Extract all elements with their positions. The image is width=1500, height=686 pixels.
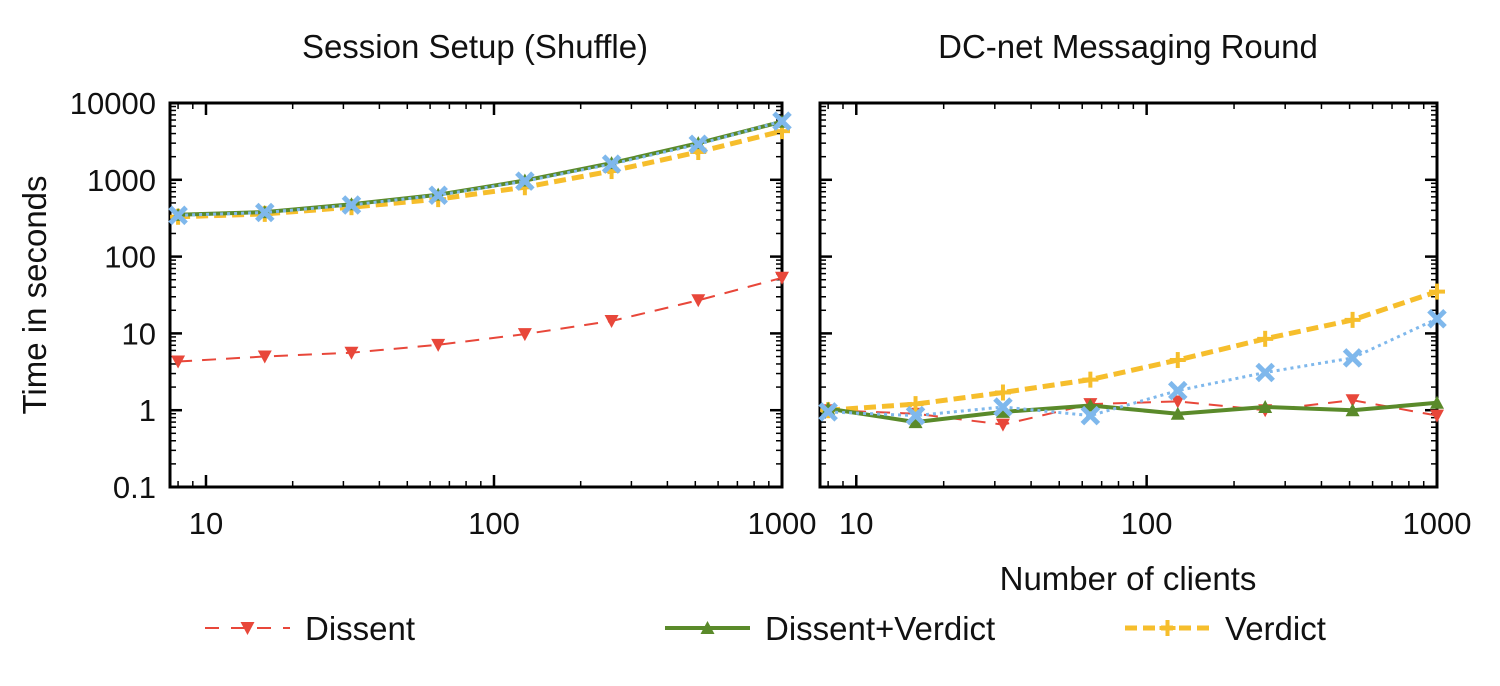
data-point-dissent-left xyxy=(431,338,446,352)
data-point-dissent-left xyxy=(517,328,532,342)
series-dissent-verdict-right xyxy=(821,395,1444,429)
data-point-hidden-left xyxy=(772,111,792,131)
series-line-dissent-verdict-right xyxy=(827,400,1438,425)
data-point-verdict-right xyxy=(1344,311,1361,328)
y-tick-label: 10 xyxy=(122,316,156,351)
x-tick-label-right: 10 xyxy=(839,506,873,541)
data-point-hidden-left xyxy=(168,205,188,226)
data-point-dissent-verdict-right xyxy=(995,404,1010,418)
y-tick-label: 10000 xyxy=(70,86,156,121)
legend-label-dissent-verdict: Dissent+Verdict xyxy=(765,610,995,647)
data-point-hidden-left xyxy=(341,195,362,215)
x-tick-label-left: 10 xyxy=(189,506,223,541)
data-point-hidden-right xyxy=(1080,405,1101,426)
series-line-hidden-left xyxy=(178,119,783,217)
data-point-verdict-right xyxy=(994,384,1011,401)
data-point-verdict-right xyxy=(1429,283,1445,300)
legend-label-dissent: Dissent xyxy=(305,610,415,647)
data-point-hidden-left xyxy=(428,185,448,205)
data-point-dissent-left xyxy=(775,271,789,285)
x-axis-label: Number of clients xyxy=(1000,560,1257,597)
data-point-hidden-right xyxy=(1168,380,1188,401)
x-tick-label-right: 100 xyxy=(1121,506,1173,541)
data-point-hidden-right xyxy=(818,402,838,422)
legend-marker-dissent-verdict xyxy=(700,621,715,634)
data-point-dissent-verdict-right xyxy=(1170,406,1185,420)
data-point-dissent-right xyxy=(995,418,1010,432)
legend-item-dissent-verdict: Dissent+Verdict xyxy=(665,610,995,647)
legend-item-verdict: Verdict xyxy=(1125,610,1326,647)
series-line-dissent-right xyxy=(828,399,1438,426)
data-point-dissent-verdict-right xyxy=(1258,400,1273,414)
legend-marker-dissent xyxy=(240,622,255,635)
data-point-dissent-verdict-right xyxy=(1345,403,1360,417)
data-point-dissent-right xyxy=(1170,395,1185,409)
y-axis-label: Time in seconds xyxy=(16,175,53,414)
data-point-dissent-left xyxy=(691,294,706,308)
plot-frames xyxy=(168,101,1439,489)
data-point-hidden-left xyxy=(255,202,275,223)
data-point-verdict-right xyxy=(1257,330,1274,347)
data-point-hidden-right xyxy=(905,405,926,426)
data-point-verdict-right xyxy=(1169,352,1186,369)
axis-ticks xyxy=(170,101,1439,489)
data-point-dissent-verdict-right xyxy=(1430,395,1444,409)
series-line-hidden-right xyxy=(828,317,1438,418)
x-tick-label-right: 1000 xyxy=(1403,506,1472,541)
data-point-dissent-right xyxy=(1430,409,1444,423)
x-tick-label-left: 1000 xyxy=(748,506,817,541)
chart-title-right: DC-net Messaging Round xyxy=(938,28,1318,65)
y-tick-label: 1 xyxy=(139,393,156,428)
plot-frame-right xyxy=(818,101,1439,489)
plot-frame-left xyxy=(168,101,784,489)
x-tick-label-left: 100 xyxy=(468,506,520,541)
y-tick-label: 0.1 xyxy=(113,470,156,505)
y-tick-label: 100 xyxy=(104,240,156,275)
legend-item-dissent: Dissent xyxy=(205,610,415,647)
legend-marker-shape xyxy=(1159,620,1176,636)
series-dissent-left xyxy=(171,271,789,369)
chart-title-left: Session Setup (Shuffle) xyxy=(302,28,648,65)
data-point-hidden-right xyxy=(1427,309,1447,329)
data-point-hidden-right xyxy=(993,397,1013,417)
data-point-dissent-left xyxy=(604,315,619,329)
y-tick-label: 1000 xyxy=(87,163,156,198)
data-point-dissent-right xyxy=(1345,394,1360,408)
data-point-hidden-left xyxy=(688,134,709,155)
data-point-dissent-left xyxy=(171,355,186,369)
series-hidden-left xyxy=(168,111,792,226)
data-point-dissent-verdict-right xyxy=(1083,398,1098,412)
series-line-dissent-left xyxy=(178,276,783,363)
data-point-hidden-right xyxy=(1255,362,1275,383)
series-layer xyxy=(168,111,1447,432)
data-point-hidden-left xyxy=(515,171,535,191)
data-point-hidden-left xyxy=(601,154,622,174)
legend: Dissent Dissent+Verdict Verdict xyxy=(205,610,1326,647)
legend-marker-verdict xyxy=(1159,620,1176,636)
series-line-verdict-right xyxy=(827,289,1438,413)
tick-labels: 10 100 1000 0.1 1 10 100 1000 10000 10 100 1000 xyxy=(70,86,1472,541)
series-hidden-right xyxy=(818,309,1447,426)
series-dissent-verdict-left xyxy=(171,114,789,221)
data-point-dissent-left xyxy=(344,346,359,360)
data-point-verdict-right xyxy=(907,396,924,413)
legend-marker-shape xyxy=(700,621,715,634)
legend-label-verdict: Verdict xyxy=(1225,610,1326,647)
data-point-dissent-verdict-right xyxy=(908,415,923,429)
data-point-dissent-left xyxy=(257,350,272,364)
data-point-verdict-right xyxy=(1082,371,1099,388)
data-point-hidden-right xyxy=(1342,348,1363,368)
legend-marker-shape xyxy=(240,622,255,635)
